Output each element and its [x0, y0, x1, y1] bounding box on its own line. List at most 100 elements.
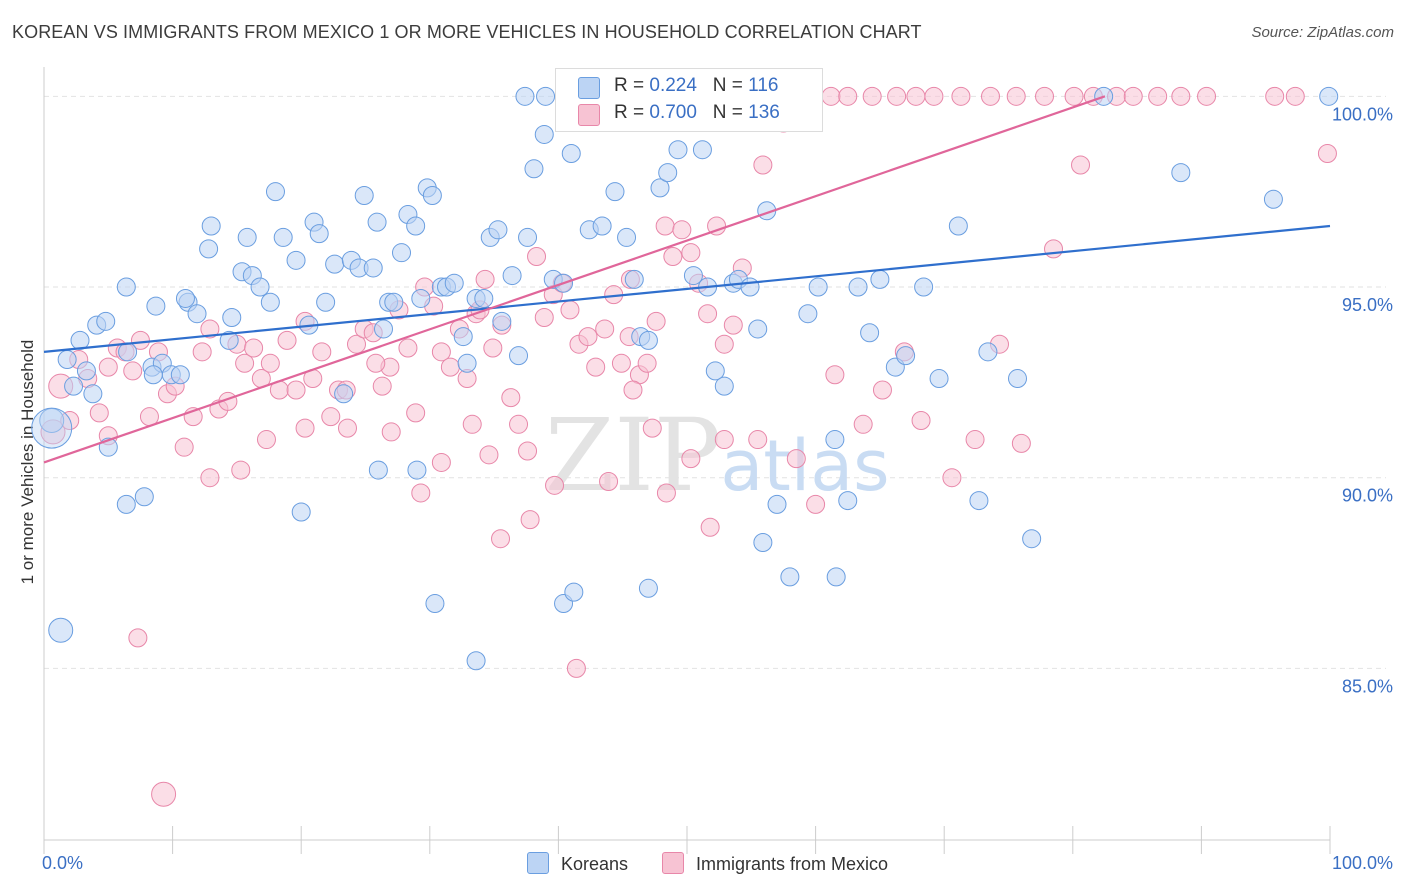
koreans-point — [291, 502, 311, 522]
watermark: ZIP atlas — [545, 397, 890, 514]
mexico-point — [256, 430, 276, 450]
koreans-point — [848, 277, 868, 297]
bottom-legend-label-koreans: Koreans — [561, 854, 629, 874]
mexico-point — [714, 430, 734, 450]
mexico-point — [595, 319, 615, 339]
koreans-point — [219, 330, 239, 350]
koreans-point — [929, 369, 949, 389]
koreans-point — [808, 277, 828, 297]
koreans-point — [64, 376, 84, 396]
y-tick-label: 90.0% — [1342, 486, 1393, 506]
legend-n-label: N = — [712, 102, 743, 123]
mexico-point — [295, 418, 315, 438]
mexico-point — [853, 414, 873, 434]
koreans-point — [422, 185, 442, 205]
koreans-point — [714, 376, 734, 396]
bottom-legend-swatch-koreans — [527, 852, 549, 874]
mexico-point — [1197, 86, 1217, 106]
mexico-point — [586, 357, 606, 377]
legend-n-label: N = — [712, 75, 743, 96]
mexico-point — [260, 353, 280, 373]
koreans-point — [222, 308, 242, 328]
chart-title: KOREAN VS IMMIGRANTS FROM MEXICO 1 OR MO… — [12, 22, 922, 42]
mexico-point — [398, 338, 418, 358]
koreans-point — [650, 178, 670, 198]
mexico-point — [321, 407, 341, 427]
koreans-point — [838, 491, 858, 511]
mexico-point — [337, 418, 357, 438]
koreans-point — [515, 86, 535, 106]
mexico-point — [1265, 86, 1285, 106]
koreans-point — [617, 227, 637, 247]
legend-n-value-mexico: 136 — [748, 102, 780, 123]
mexico-point — [346, 334, 366, 354]
mexico-point — [312, 342, 332, 362]
mexico-point — [192, 342, 212, 362]
mexico-point — [821, 86, 841, 106]
stats-legend: R = 0.224 N = 116 R = 0.700 N = 136 — [555, 68, 823, 132]
koreans-point — [798, 304, 818, 324]
koreans-point — [767, 494, 787, 514]
koreans-point — [825, 430, 845, 450]
mexico-point — [980, 86, 1000, 106]
koreans-point — [534, 124, 554, 144]
mexico-point — [89, 403, 109, 423]
koreans-point — [896, 346, 916, 366]
mexico-point — [599, 472, 619, 492]
koreans-point — [683, 266, 703, 286]
mexico-point — [672, 220, 692, 240]
koreans-point — [265, 182, 285, 202]
koreans-point — [474, 288, 494, 308]
mexico-point — [174, 437, 194, 457]
mexico-point — [566, 658, 586, 678]
mexico-point — [786, 449, 806, 469]
koreans-point — [187, 304, 207, 324]
mexico-point — [637, 353, 657, 373]
mexico-point — [887, 86, 907, 106]
koreans-point — [384, 292, 404, 312]
koreans-point — [740, 277, 760, 297]
mexico-point — [527, 247, 547, 266]
koreans-point — [860, 323, 880, 343]
koreans-point — [374, 319, 394, 339]
koreans-point — [146, 296, 166, 316]
y-tick-label: 100.0% — [1332, 104, 1393, 124]
x-tick-labels: 0.0% 100.0% — [42, 853, 1393, 873]
koreans-point — [624, 269, 644, 289]
koreans-point — [354, 185, 374, 205]
mexico-point — [440, 357, 460, 377]
mexico-point — [231, 460, 251, 480]
mexico-point — [479, 445, 499, 465]
koreans-point — [780, 567, 800, 587]
mexico-point — [545, 475, 565, 495]
trend-line-koreans — [43, 224, 1331, 353]
mexico-point — [663, 247, 683, 266]
legend-r-value-koreans: 0.224 — [649, 75, 697, 96]
watermark-atlas: atlas — [720, 425, 889, 507]
mexico-point — [1285, 86, 1305, 106]
mexico-point — [872, 380, 892, 400]
mexico-point — [906, 86, 926, 106]
mexico-point — [681, 243, 701, 263]
mexico-point — [924, 86, 944, 106]
mexico-point — [698, 304, 718, 324]
mexico-point — [372, 376, 392, 396]
koreans-point — [286, 250, 306, 270]
mexico-point — [1148, 86, 1168, 106]
koreans-point — [237, 227, 257, 247]
koreans-point — [1008, 369, 1028, 389]
koreans-point — [134, 487, 154, 507]
bottom-legend-swatch-mexico — [662, 852, 684, 874]
koreans-point — [1319, 86, 1339, 106]
koreans-point — [870, 269, 890, 289]
mexico-point — [366, 353, 386, 373]
koreans-point — [406, 216, 426, 236]
mexico-point — [200, 319, 220, 339]
koreans-point — [592, 216, 612, 236]
koreans-point — [1263, 189, 1283, 209]
koreans-point — [425, 594, 445, 614]
mexico-point — [130, 330, 150, 350]
mexico-point — [560, 300, 580, 320]
koreans-point — [753, 533, 773, 553]
